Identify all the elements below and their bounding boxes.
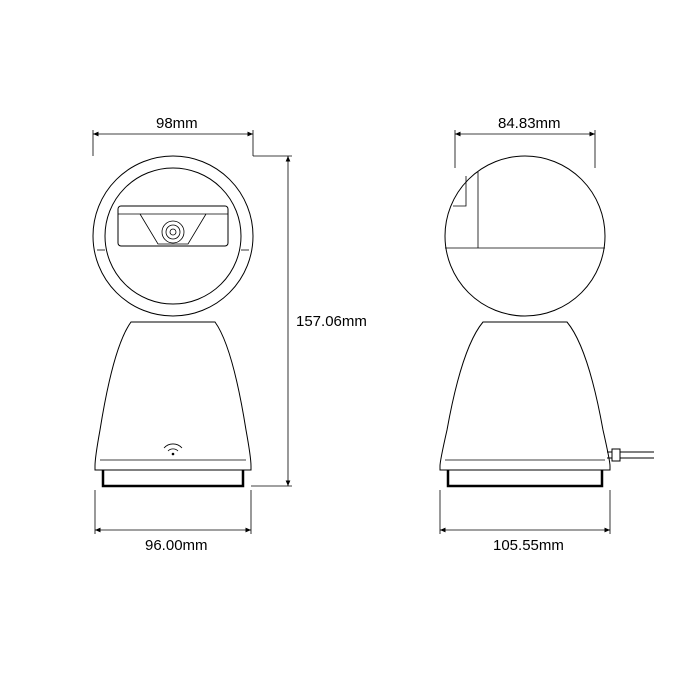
dim-label: 84.83mm [498, 115, 561, 132]
dim-label: 105.55mm [493, 537, 564, 554]
front-foot [103, 470, 243, 486]
dim-label: 98mm [156, 115, 198, 132]
dim-front-top-width: 98mm [93, 115, 253, 156]
side-view: 84.83mm 105.55mm [440, 115, 654, 554]
dim-front-base-width: 96.00mm [95, 490, 251, 554]
dim-front-height: 157.06mm [251, 156, 367, 486]
dimension-drawing: 98mm 157.06mm 96.00mm 84.83mm [0, 0, 700, 700]
side-head [445, 156, 605, 316]
cable-icon [607, 449, 654, 461]
dim-label: 96.00mm [145, 537, 208, 554]
dim-side-base-width: 105.55mm [440, 490, 610, 554]
front-view: 98mm 157.06mm 96.00mm [93, 115, 367, 554]
dim-label: 157.06mm [296, 313, 367, 330]
front-base [95, 322, 251, 470]
side-foot [448, 470, 602, 486]
front-lens-housing [118, 206, 228, 246]
side-base [440, 322, 610, 470]
